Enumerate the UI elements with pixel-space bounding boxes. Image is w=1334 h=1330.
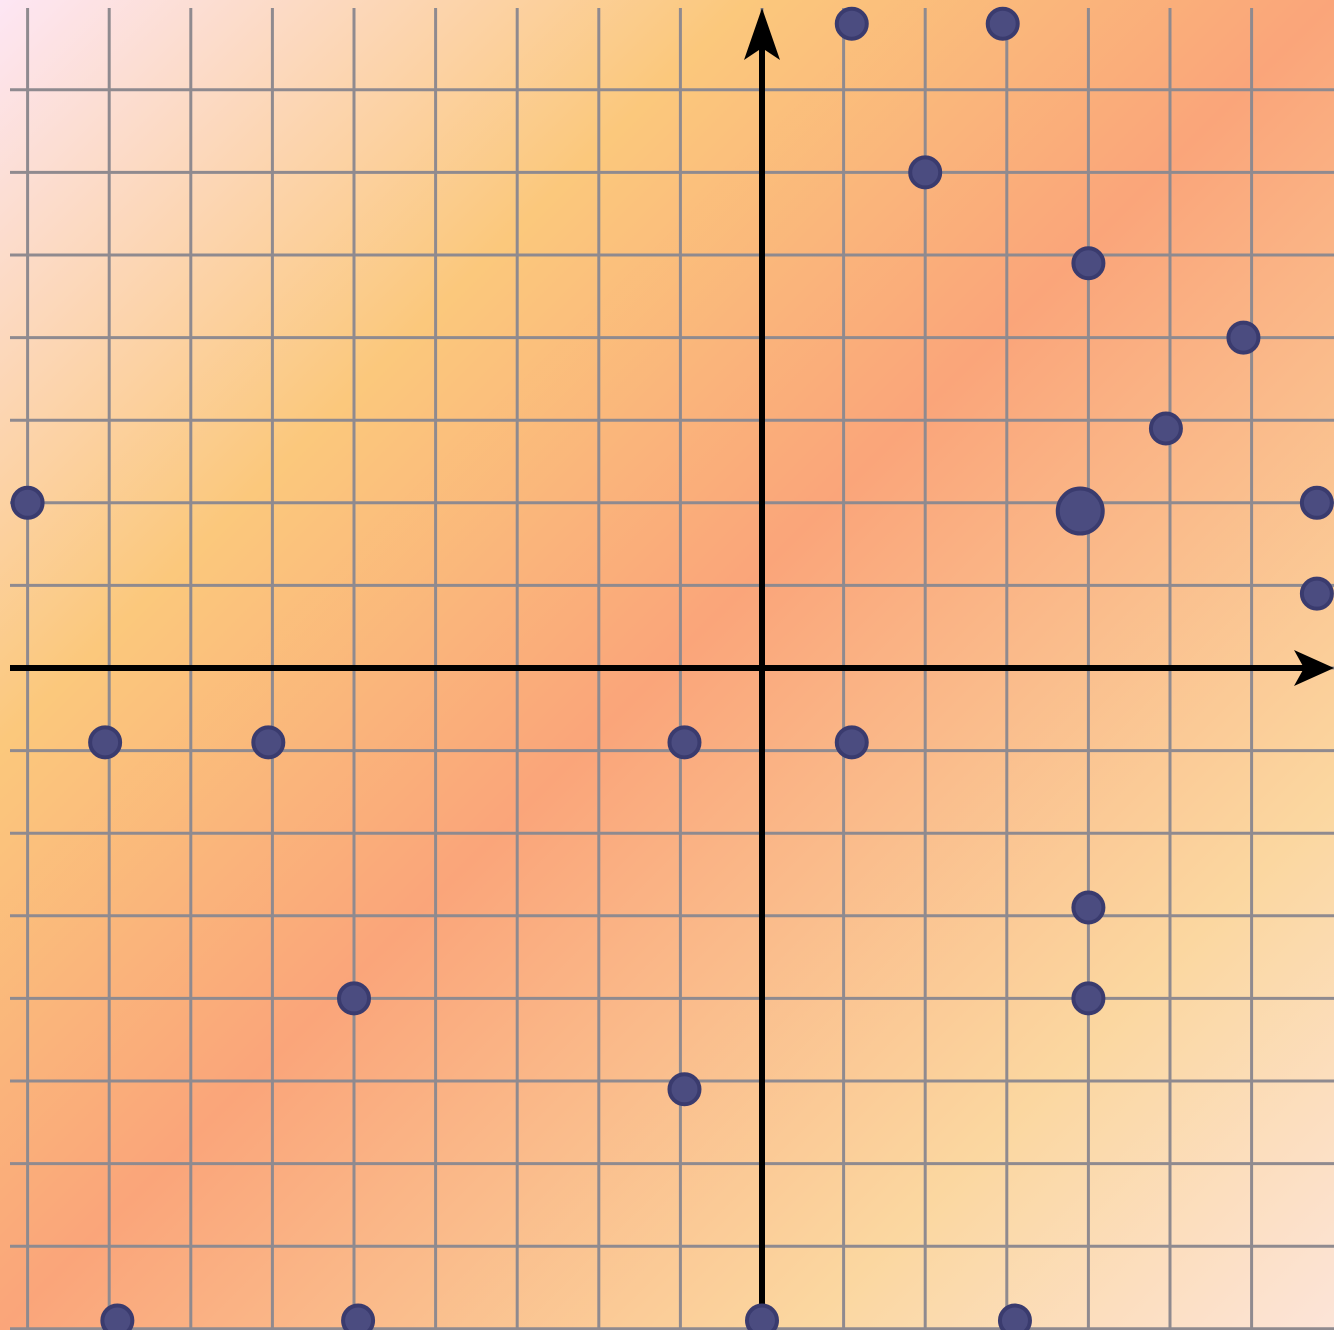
data-point: [667, 725, 702, 760]
data-points: [10, 6, 1334, 1330]
data-point: [1148, 411, 1183, 446]
data-point: [1071, 246, 1106, 281]
data-point: [10, 485, 45, 520]
data-point: [251, 725, 286, 760]
data-point: [667, 1072, 702, 1107]
data-point: [834, 6, 869, 41]
data-point: [834, 725, 869, 760]
data-point: [337, 981, 371, 1016]
data-point: [908, 155, 943, 190]
data-point: [1226, 320, 1261, 355]
x-axis-arrowhead: [1294, 650, 1334, 686]
data-point: [985, 6, 1020, 41]
data-point: [1299, 576, 1334, 611]
data-point: [341, 1303, 376, 1330]
axes: [10, 8, 1334, 1330]
data-point: [745, 1303, 779, 1330]
y-axis-arrowhead: [744, 8, 780, 60]
data-point: [1071, 890, 1106, 925]
data-point: [1299, 485, 1334, 520]
data-point: [100, 1303, 135, 1330]
data-point: [1055, 486, 1105, 536]
data-point: [88, 725, 123, 760]
data-point: [997, 1303, 1032, 1330]
data-point: [1071, 981, 1106, 1016]
